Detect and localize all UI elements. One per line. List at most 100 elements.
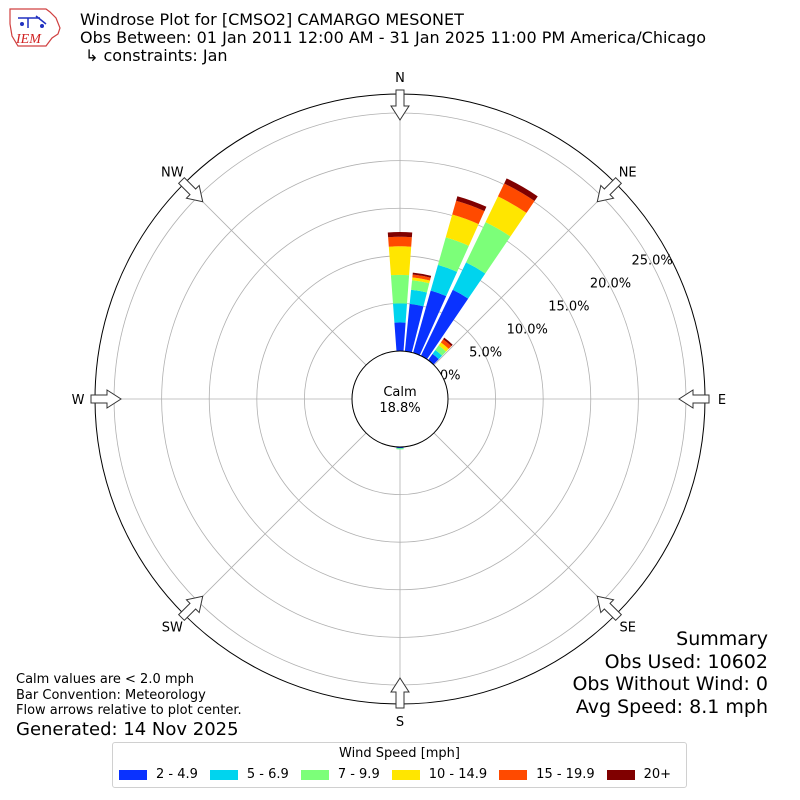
radial-gridline (433, 432, 616, 615)
bar-segment (394, 322, 406, 352)
legend-swatch (300, 769, 329, 780)
legend-swatch (119, 769, 147, 780)
legend-swatch (391, 769, 420, 780)
iem-logo: IEM (9, 8, 61, 47)
bar-segment (409, 289, 427, 307)
direction-label: SW (162, 621, 183, 636)
calm-note: Calm values are < 2.0 mph (16, 672, 195, 687)
legend-items: 2 - 4.9 5 - 6.9 7 - 9.9 10 - 14.9 15 - 19.9 2… (119, 767, 683, 782)
bar-segment (497, 183, 535, 213)
legend-item: 20+ (606, 767, 672, 782)
direction-label: NE (619, 165, 637, 180)
bar-segment (438, 342, 449, 352)
arrow-shape (177, 176, 204, 203)
direction-label: NW (161, 165, 184, 180)
legend-item: 15 - 19.9 (499, 767, 595, 782)
legend-item: 7 - 9.9 (300, 767, 380, 782)
bar-segment (392, 303, 408, 323)
grid-ring (208, 207, 592, 591)
bar-segment (412, 277, 430, 284)
bar-segment (404, 303, 424, 353)
radial-tick-label: 25.0% (631, 253, 672, 268)
bar-segment (466, 222, 511, 274)
bar-segment (387, 232, 413, 238)
radial-tick-label: 5.0% (469, 346, 502, 361)
summary-avg-speed: Avg Speed: 8.1 mph (575, 695, 768, 718)
bar-segment (485, 196, 527, 237)
bar-segment (411, 280, 430, 293)
calm-circle-shape (351, 350, 449, 448)
summary-obs-without-wind: Obs Without Wind: 0 (572, 673, 768, 695)
logo-text: IEM (15, 32, 42, 47)
bar-segment (396, 448, 404, 450)
legend-label: 7 - 9.9 (337, 767, 380, 782)
arrow-shape (90, 389, 122, 409)
radial-tick-label: 10.0% (507, 323, 548, 338)
constraints-label: ↳ constraints: Jan (85, 46, 228, 65)
bar-convention-note: Bar Convention: Meteorology (16, 687, 206, 703)
direction-arrow (596, 176, 623, 203)
chart-title: Windrose Plot for [CMSO2] CAMARGO MESONE… (80, 10, 464, 29)
title-block: Windrose Plot for [CMSO2] CAMARGO MESONE… (80, 11, 706, 65)
direction-arrow (90, 389, 122, 409)
legend-title: Wind Speed [mph] (339, 746, 460, 761)
radial-gridline (184, 183, 367, 366)
bar-segment (420, 289, 469, 360)
arrow-shape (596, 595, 623, 622)
legend-label: 20+ (643, 767, 672, 782)
legend-item: 10 - 14.9 (391, 767, 487, 782)
bar-segment (435, 345, 447, 356)
radial-gridline (433, 183, 616, 366)
direction-labels: N NE E SE S SW W NW (72, 71, 727, 730)
bar-segment (430, 264, 458, 297)
calm-label: Calm (383, 385, 416, 400)
direction-label: N (395, 71, 405, 86)
bar-segment (456, 196, 487, 212)
notes-block: Calm values are < 2.0 mph Bar Convention… (16, 672, 242, 719)
summary-block: Summary Obs Used: 10602 Obs Without Wind… (572, 628, 768, 718)
legend-item: 5 - 6.9 (209, 767, 289, 782)
bar-segment (440, 339, 452, 349)
bar-segment (412, 272, 432, 278)
radial-gridline (184, 432, 367, 615)
direction-arrow (596, 595, 623, 622)
arrow-shape (390, 677, 410, 709)
radial-tick-label: 15.0% (548, 300, 589, 315)
chart-subtitle: Obs Between: 01 Jan 2011 12:00 AM - 31 J… (80, 28, 706, 47)
generated-date: Generated: 14 Nov 2025 (16, 719, 239, 740)
legend-label: 15 - 19.9 (536, 767, 595, 782)
direction-label: W (72, 393, 85, 408)
arrow-shape (390, 89, 410, 121)
bar-segment (388, 236, 412, 247)
direction-arrows (90, 89, 710, 709)
arrow-shape (596, 176, 623, 203)
arrow-shape (678, 389, 710, 409)
bar-segment (452, 200, 485, 225)
bar-segment (443, 337, 453, 347)
bar-segment (412, 274, 431, 281)
bar-segment (388, 246, 412, 276)
bar-segment (452, 262, 486, 299)
legend-swatch (499, 769, 528, 780)
legend-item: 2 - 4.9 (119, 767, 198, 782)
calm-value: 18.8% (379, 401, 420, 416)
grid-ring (161, 160, 639, 638)
bar-segment (432, 350, 443, 360)
direction-label: SE (619, 621, 635, 636)
bar-segment (390, 274, 410, 304)
direction-label: E (718, 393, 726, 408)
legend-swatch (209, 769, 238, 780)
radial-tick-labels: 0.0%5.0%10.0%15.0%20.0%25.0% (427, 253, 672, 383)
radial-tick-label: 20.0% (590, 276, 631, 291)
bar-segment (437, 237, 469, 272)
legend: Wind Speed [mph] 2 - 4.9 5 - 6.9 7 - 9.9 10… (112, 742, 687, 788)
bar-segment (445, 214, 479, 246)
direction-label: S (396, 715, 404, 730)
arrow-shape (177, 595, 204, 622)
direction-arrow (390, 677, 410, 709)
direction-arrow (390, 89, 410, 121)
direction-arrow (177, 176, 204, 203)
bar-segment (504, 178, 538, 202)
legend-label: 5 - 6.9 (246, 767, 289, 782)
